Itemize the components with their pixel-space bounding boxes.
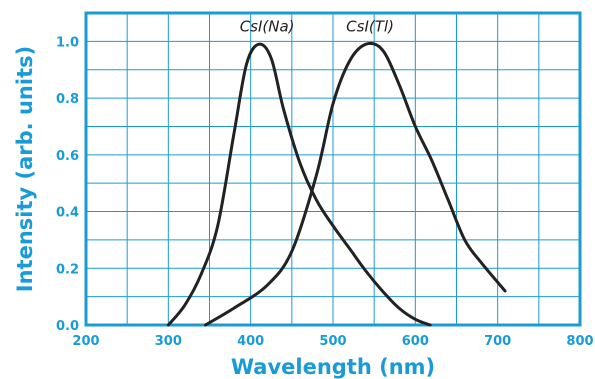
- y-tick-label: 0.2: [56, 262, 79, 277]
- y-tick-label: 0.4: [56, 206, 79, 221]
- series-line-csi-tl: [203, 41, 507, 327]
- series-lines: [166, 41, 507, 327]
- x-tick-label: 700: [484, 334, 511, 349]
- grid-lines: [86, 13, 580, 325]
- x-tick-labels: 200 300 400 500 600 700 800: [72, 334, 593, 349]
- x-tick-label: 400: [237, 334, 264, 349]
- y-tick-labels: 0.0 0.2 0.4 0.6 0.8 1.0: [56, 35, 79, 334]
- y-tick-label: 0.0: [56, 319, 79, 334]
- plot-frame: [84, 11, 582, 327]
- series-label-csi-na: CsI(Na): [240, 17, 295, 35]
- y-tick-label: 0.6: [56, 149, 79, 164]
- x-axis-title: Wavelength (nm): [231, 355, 435, 379]
- x-tick-label: 500: [319, 334, 346, 349]
- series-labels: CsI(Na) CsI(Tl): [240, 17, 394, 35]
- x-tick-label: 200: [72, 334, 99, 349]
- series-label-csi-tl: CsI(Tl): [346, 17, 394, 35]
- y-tick-label: 0.8: [56, 92, 79, 107]
- x-tick-label: 600: [402, 334, 429, 349]
- series-line-csi-na: [166, 42, 432, 327]
- y-axis-title: Intensity (arb. units): [13, 46, 37, 292]
- y-tick-label: 1.0: [56, 35, 79, 50]
- x-tick-label: 300: [155, 334, 182, 349]
- x-tick-label: 800: [566, 334, 593, 349]
